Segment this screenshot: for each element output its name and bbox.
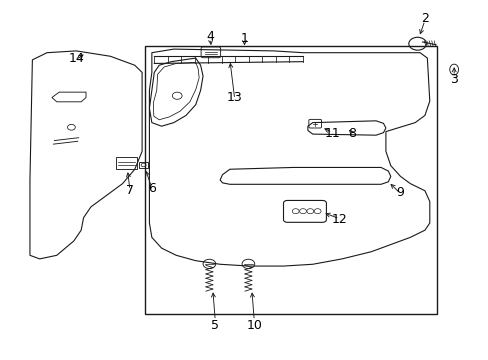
Text: 8: 8	[347, 127, 355, 140]
Text: 14: 14	[68, 51, 84, 64]
Text: 3: 3	[449, 73, 457, 86]
Text: 12: 12	[331, 213, 347, 226]
Text: 9: 9	[396, 186, 404, 199]
Text: 6: 6	[147, 183, 156, 195]
Text: 10: 10	[246, 319, 262, 332]
Text: 11: 11	[324, 127, 340, 140]
Text: 5: 5	[211, 319, 219, 332]
Text: 13: 13	[226, 91, 242, 104]
Text: 4: 4	[206, 30, 214, 43]
Text: 1: 1	[240, 32, 248, 45]
Bar	[144, 45, 436, 315]
Text: 2: 2	[420, 12, 428, 25]
Text: 7: 7	[125, 184, 134, 197]
Bar	[139, 162, 148, 168]
Bar	[116, 157, 137, 169]
